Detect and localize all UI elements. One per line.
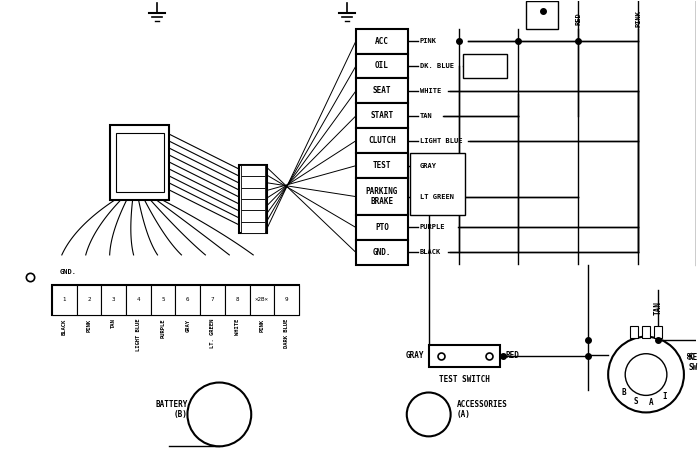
Bar — [200, 285, 225, 315]
Text: ACCESSORIES: ACCESSORIES — [456, 400, 507, 409]
Text: 2: 2 — [87, 297, 91, 302]
Text: CLUTCH: CLUTCH — [368, 136, 396, 145]
Text: START: START — [370, 111, 394, 120]
Bar — [242, 222, 265, 233]
Bar — [526, 1, 558, 29]
Text: GRAY: GRAY — [186, 319, 191, 332]
Bar — [175, 285, 200, 315]
Bar — [242, 210, 265, 222]
Bar — [463, 54, 507, 79]
Text: PURPLE: PURPLE — [161, 319, 165, 338]
Bar — [429, 345, 500, 366]
Text: ×2B×: ×2B× — [255, 297, 269, 302]
Text: KE
SW: KE SW — [689, 353, 698, 372]
Text: BATTERY: BATTERY — [155, 400, 188, 409]
Text: WHITE: WHITE — [235, 319, 240, 335]
Text: OR: OR — [688, 350, 694, 359]
Text: B: B — [622, 388, 627, 397]
Text: DARK BLUE: DARK BLUE — [284, 319, 289, 348]
Bar — [356, 79, 408, 104]
Bar — [225, 285, 250, 315]
Text: PINK: PINK — [260, 319, 265, 332]
Bar — [242, 177, 265, 188]
Bar — [239, 165, 267, 233]
Text: (B): (B) — [174, 410, 188, 419]
Bar — [642, 326, 650, 338]
Bar — [242, 165, 265, 177]
Text: OIL: OIL — [375, 61, 389, 70]
Bar — [654, 326, 662, 338]
Text: GRAY: GRAY — [419, 163, 437, 169]
Text: BLACK: BLACK — [419, 249, 441, 256]
Bar — [250, 285, 274, 315]
Bar — [52, 285, 77, 315]
Text: GND.: GND. — [60, 269, 77, 275]
Text: LT. GREEN: LT. GREEN — [210, 319, 215, 348]
Bar — [410, 153, 465, 215]
Text: GND.: GND. — [373, 248, 391, 257]
Text: 5: 5 — [161, 297, 165, 302]
Text: 6: 6 — [186, 297, 190, 302]
Text: I: I — [662, 392, 667, 401]
Bar — [151, 285, 175, 315]
Text: LIGHT BLUE: LIGHT BLUE — [136, 319, 141, 351]
Text: WHITE: WHITE — [419, 88, 441, 94]
Bar — [356, 29, 408, 54]
Text: 7: 7 — [211, 297, 214, 302]
Text: TEST: TEST — [373, 161, 391, 170]
Text: PINK: PINK — [87, 319, 91, 332]
Bar — [101, 285, 126, 315]
Text: PINK: PINK — [419, 38, 437, 44]
Bar — [356, 178, 408, 215]
Text: S: S — [634, 397, 639, 406]
Bar — [52, 285, 299, 315]
Bar — [242, 199, 265, 210]
Bar — [356, 215, 408, 240]
Text: TAN: TAN — [653, 301, 662, 315]
Text: LT GREEN: LT GREEN — [419, 193, 454, 200]
Text: RED: RED — [505, 351, 519, 360]
Text: 1: 1 — [62, 297, 66, 302]
Text: TAN: TAN — [111, 319, 116, 329]
Bar — [242, 188, 265, 199]
Text: TEST SWITCH: TEST SWITCH — [439, 375, 490, 384]
Text: 9: 9 — [285, 297, 288, 302]
Text: 4: 4 — [137, 297, 140, 302]
Text: TAN: TAN — [419, 113, 433, 119]
Bar — [126, 285, 151, 315]
Bar — [630, 326, 638, 338]
Text: 3: 3 — [112, 297, 115, 302]
Text: BLACK: BLACK — [61, 319, 67, 335]
Text: ACC: ACC — [375, 37, 389, 45]
Text: PINK: PINK — [635, 10, 641, 27]
Text: SEAT: SEAT — [373, 86, 391, 95]
Text: LIGHT BLUE: LIGHT BLUE — [419, 138, 462, 144]
Bar — [356, 104, 408, 128]
Text: PURPLE: PURPLE — [419, 224, 445, 231]
Text: 8: 8 — [235, 297, 239, 302]
Bar — [356, 240, 408, 265]
Text: PTO: PTO — [375, 223, 389, 232]
Bar — [77, 285, 101, 315]
Bar — [274, 285, 299, 315]
Bar — [110, 125, 170, 200]
Bar — [356, 54, 408, 79]
Text: (A): (A) — [456, 410, 470, 419]
Text: PARKING
BRAKE: PARKING BRAKE — [366, 187, 398, 206]
Bar — [116, 133, 163, 192]
Text: RED: RED — [575, 12, 581, 25]
Text: A: A — [648, 398, 653, 407]
Bar — [356, 128, 408, 153]
Bar — [356, 153, 408, 178]
Text: DK. BLUE: DK. BLUE — [419, 63, 454, 69]
Text: GRAY: GRAY — [406, 351, 424, 360]
